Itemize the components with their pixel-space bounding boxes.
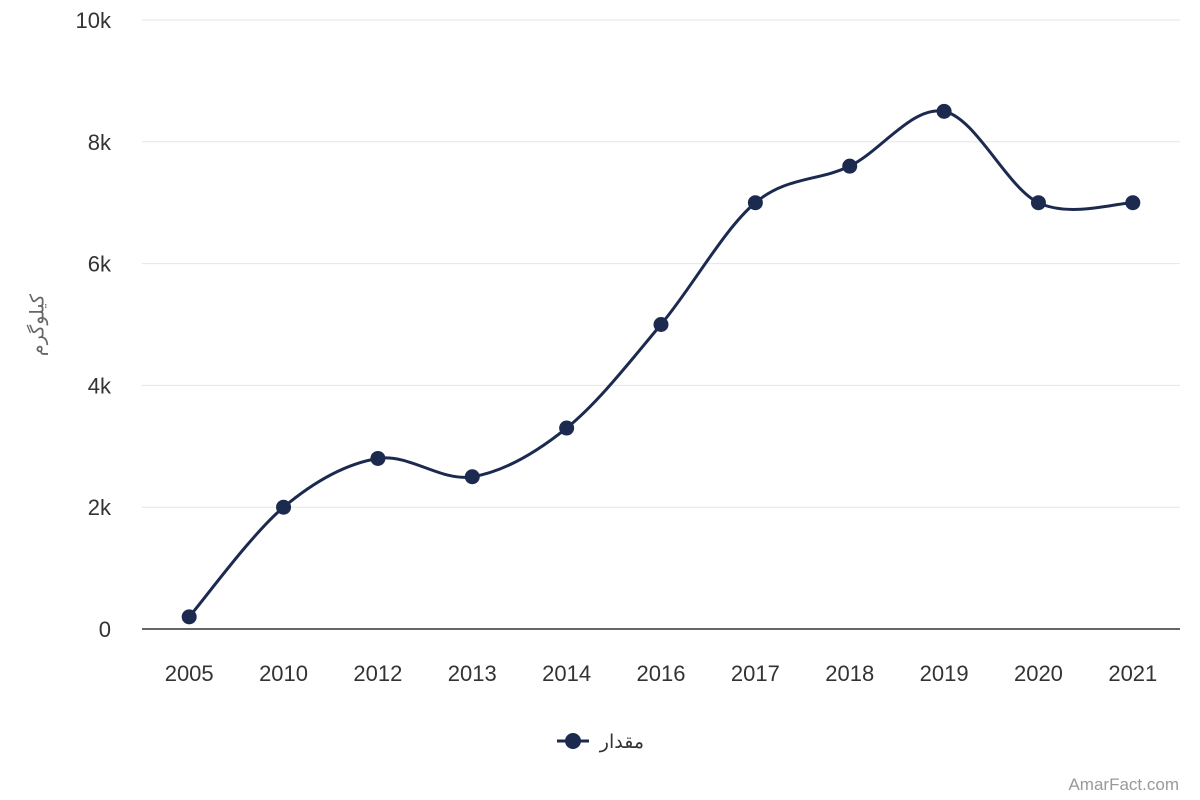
x-axis-ticks: 2005 2010 2012 2013 2014 2016 2017 2018 2019 2020… — [165, 661, 1158, 686]
x-tick-label: 2014 — [542, 661, 591, 686]
data-point[interactable] — [559, 420, 575, 436]
x-tick-label: 2013 — [448, 661, 497, 686]
legend-label: مقدار — [599, 731, 644, 753]
y-tick-label: 2k — [88, 495, 112, 520]
legend[interactable]: مقدار — [557, 731, 644, 753]
x-tick-label: 2021 — [1108, 661, 1157, 686]
y-tick-label: 8k — [88, 130, 112, 155]
data-point[interactable] — [181, 609, 197, 625]
x-tick-label: 2005 — [165, 661, 214, 686]
data-point[interactable] — [936, 103, 952, 119]
data-point[interactable] — [653, 317, 669, 332]
data-point[interactable] — [370, 450, 386, 466]
y-tick-label: 0 — [99, 617, 111, 642]
y-tick-label: 10k — [76, 8, 112, 33]
x-tick-label: 2016 — [637, 661, 686, 686]
series-line — [187, 109, 1135, 619]
gridlines — [142, 19, 1180, 508]
watermark: AmarFact.com — [1068, 775, 1179, 794]
legend-marker-icon — [565, 733, 581, 749]
x-tick-label: 2019 — [920, 661, 969, 686]
x-tick-label: 2017 — [731, 661, 780, 686]
x-tick-label: 2010 — [259, 661, 308, 686]
x-tick-label: 2018 — [825, 661, 874, 686]
x-tick-label: 2012 — [353, 661, 402, 686]
x-tick-label: 2020 — [1014, 661, 1063, 686]
series-layer — [181, 103, 1141, 625]
data-point[interactable] — [1125, 195, 1141, 211]
y-axis-title: کیلوگرم — [26, 293, 49, 356]
y-axis-ticks: 0 2k 4k 6k 8k 10k — [76, 8, 112, 642]
y-tick-label: 4k — [88, 373, 112, 398]
data-point[interactable] — [464, 469, 480, 485]
data-point[interactable] — [842, 158, 858, 174]
y-tick-label: 6k — [88, 252, 112, 277]
data-point[interactable] — [747, 195, 763, 211]
data-point[interactable] — [1030, 195, 1046, 211]
data-point[interactable] — [276, 499, 292, 515]
